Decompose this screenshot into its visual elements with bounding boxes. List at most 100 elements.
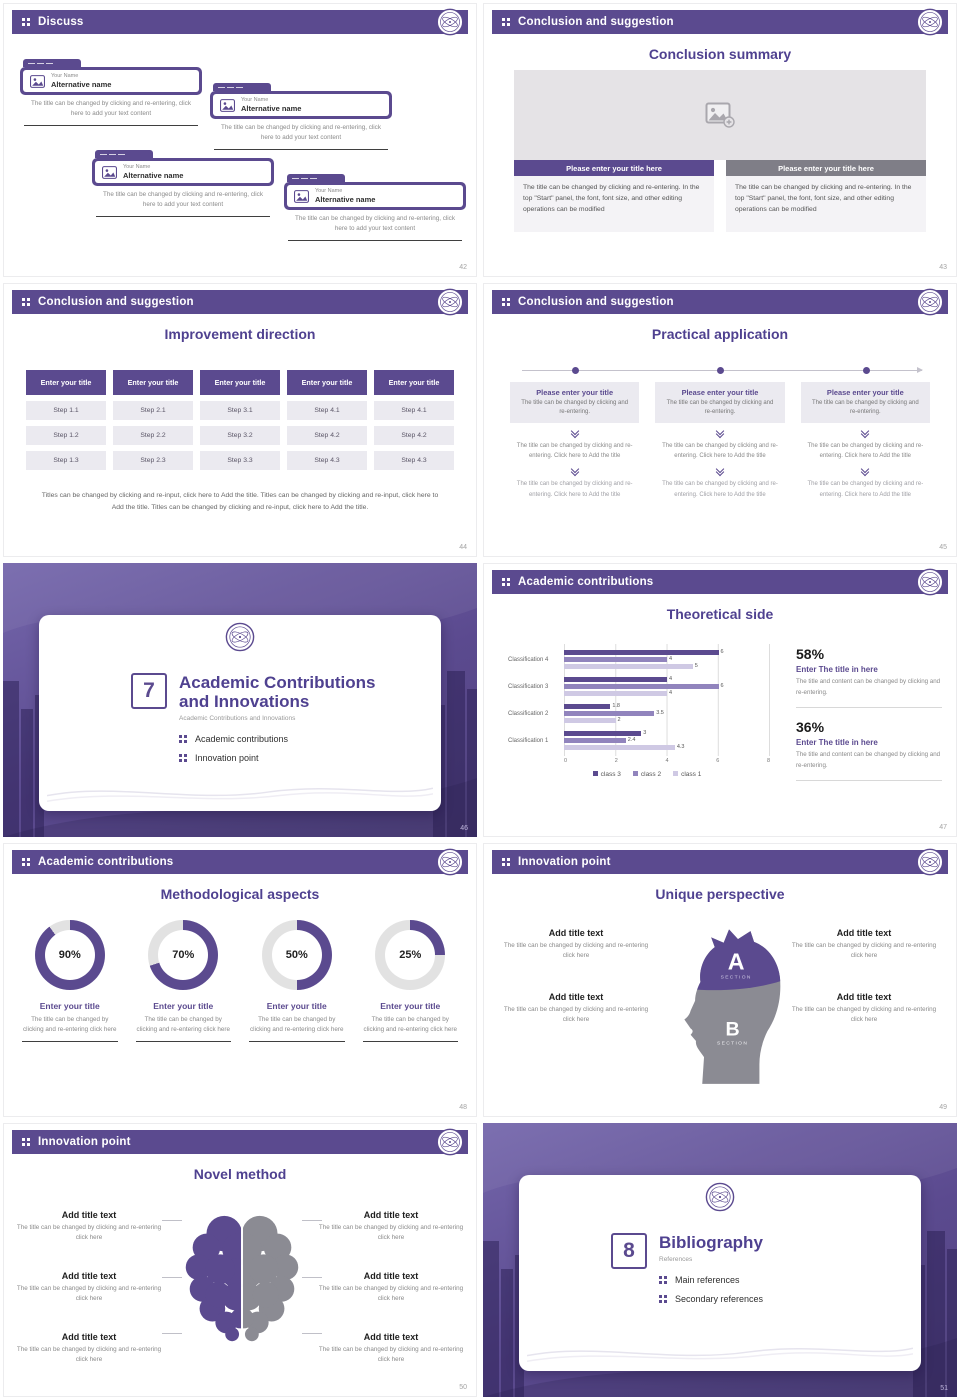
header-squares-icon <box>22 18 30 26</box>
bar-value-label: 2 <box>617 716 621 723</box>
process-subtitle: The title can be changed by clicking and… <box>811 400 919 415</box>
page-number: 47 <box>939 824 947 831</box>
stat-block: 36% Enter The title in here The title an… <box>796 719 942 782</box>
profile-card: Your Name Alternative name The title can… <box>20 59 202 126</box>
double-chevron-down-icon <box>861 465 870 477</box>
block-body: The title can be changed by clicking and… <box>16 1224 162 1242</box>
step-box: Step 4.3 <box>374 451 454 470</box>
slide-improvement-direction[interactable]: Conclusion and suggestion Improvement di… <box>3 283 477 557</box>
donut-title: Enter your title <box>266 1001 327 1011</box>
section-number: 8 <box>611 1233 647 1269</box>
card-body-text: The title can be changed by clicking and… <box>288 214 462 241</box>
bar <box>564 731 642 736</box>
stat-body: The title and content can be changed by … <box>796 750 942 782</box>
card-header: Your Name Alternative name <box>284 182 466 210</box>
double-chevron-down-icon <box>715 465 725 477</box>
header-squares-icon <box>502 298 510 306</box>
donut-percent-label: 50% <box>285 949 308 961</box>
cover-card: 7 Academic Contributions and Innovations… <box>39 615 441 811</box>
slide-practical-application[interactable]: Conclusion and suggestion Practical appl… <box>483 283 957 557</box>
card-header: Your Name Alternative name <box>92 158 274 186</box>
connector-line <box>302 1220 322 1221</box>
bar <box>564 677 667 682</box>
stat-percent: 36% <box>796 719 825 736</box>
page-number: 51 <box>940 1385 948 1392</box>
process-title-box: Please enter your title The title can be… <box>655 382 785 423</box>
step-box: Step 3.3 <box>200 451 280 470</box>
bullet-label: Academic contributions <box>195 734 289 745</box>
donut-stat: 90% Enter your title The title can be ch… <box>18 920 122 1042</box>
summary-column: Please enter your title here The title c… <box>514 160 714 232</box>
bar-value-label: 3 <box>643 729 647 736</box>
bar <box>564 657 667 662</box>
school-emblem-icon <box>916 568 944 596</box>
text-block: Add title text The title can be changed … <box>500 928 652 962</box>
section-b-caption: SECTION <box>717 1041 748 1047</box>
donut-percent-label: 25% <box>399 949 422 961</box>
slide-section-cover-bibliography[interactable]: 8 Bibliography References Main reference… <box>483 1123 957 1397</box>
process-step-text: The title can be changed by clicking and… <box>662 481 778 498</box>
bar <box>564 711 655 716</box>
stat-body: The title and content can be changed by … <box>796 677 942 709</box>
donut-title: Enter your title <box>380 1001 441 1011</box>
brain-left-hemisphere <box>185 1215 242 1342</box>
slide-header-title: Innovation point <box>38 1136 131 1148</box>
section-bullet: Secondary references <box>659 1294 763 1304</box>
slide-header-bar: Innovation point <box>12 1130 468 1154</box>
step-column: Enter your title Step 3.1 Step 3.2 Step … <box>200 370 280 470</box>
page-number: 46 <box>460 825 468 832</box>
slide-header-title: Conclusion and suggestion <box>38 296 194 308</box>
alt-name-label: Alternative name <box>315 195 376 204</box>
stat-title: Enter The title in here <box>796 738 878 748</box>
column-title-bar: Please enter your title here <box>514 160 714 176</box>
bullet-squares-icon <box>659 1295 667 1303</box>
section-bullet: Innovation point <box>179 753 375 763</box>
school-emblem-icon <box>916 8 944 36</box>
connector-line <box>302 1333 322 1334</box>
slide-methodological-aspects[interactable]: Academic contributions Methodological as… <box>3 843 477 1117</box>
name-label: Your Name <box>123 164 151 170</box>
slide-theoretical-side[interactable]: Academic contributions Theoretical side … <box>483 563 957 837</box>
slide-header-bar: Innovation point <box>492 850 948 874</box>
process-column: Please enter your title The title can be… <box>800 382 930 500</box>
slide-heading: Novel method <box>193 1166 287 1182</box>
slide-discuss[interactable]: Discuss Your Name Alternative name The t… <box>3 3 477 277</box>
slide-heading: Theoretical side <box>666 606 774 622</box>
chart-legend: class 3 class 2 class 1 <box>508 771 786 778</box>
bar <box>564 718 616 723</box>
school-emblem-icon <box>705 1182 735 1212</box>
text-block: Add title text The title can be changed … <box>16 1332 162 1366</box>
slide-header-bar: Conclusion and suggestion <box>492 290 948 314</box>
page-number: 50 <box>459 1384 467 1391</box>
add-image-icon <box>705 102 735 128</box>
school-emblem-icon <box>225 622 255 652</box>
category-label: Classification 4 <box>508 656 549 663</box>
summary-column: Please enter your title here The title c… <box>726 160 926 232</box>
process-step-text: The title can be changed by clicking and… <box>662 443 778 460</box>
stat-block: 58% Enter The title in here The title an… <box>796 646 942 709</box>
text-block: Add title text The title can be changed … <box>318 1271 464 1305</box>
step-column: Enter your title Step 1.1 Step 1.2 Step … <box>26 370 106 470</box>
bar-value-label: 1.8 <box>612 702 620 709</box>
step-box: Step 4.2 <box>287 426 367 445</box>
process-subtitle: The title can be changed by clicking and… <box>521 400 629 415</box>
stats-panel: 58% Enter The title in here The title an… <box>796 646 942 782</box>
slide-novel-method[interactable]: Innovation point Novel method Add title … <box>3 1123 477 1397</box>
slide-section-cover-academic-contributions[interactable]: 7 Academic Contributions and Innovations… <box>3 563 477 837</box>
donut-title: Enter your title <box>39 1001 100 1011</box>
block-title: Add title text <box>363 1210 419 1220</box>
alt-name-label: Alternative name <box>123 171 184 180</box>
section-a-caption: SECTION <box>721 974 752 980</box>
slide-unique-perspective[interactable]: Innovation point Unique perspective Add … <box>483 843 957 1117</box>
slide-header-bar: Academic contributions <box>12 850 468 874</box>
profile-card: Your Name Alternative name The title can… <box>210 83 392 150</box>
slide-heading: Unique perspective <box>655 886 785 902</box>
block-title: Add title text <box>836 991 892 1002</box>
slide-conclusion-summary[interactable]: Conclusion and suggestion Conclusion sum… <box>483 3 957 277</box>
image-placeholder <box>514 70 926 160</box>
donut-body: The title can be changed by clicking and… <box>362 1015 458 1042</box>
text-block: Add title text The title can be changed … <box>788 992 940 1026</box>
step-box: Step 3.1 <box>200 401 280 420</box>
head-silhouette-graphic: A SECTION B SECTION <box>684 929 781 1084</box>
text-blocks-left: Add title text The title can be changed … <box>16 1210 162 1365</box>
